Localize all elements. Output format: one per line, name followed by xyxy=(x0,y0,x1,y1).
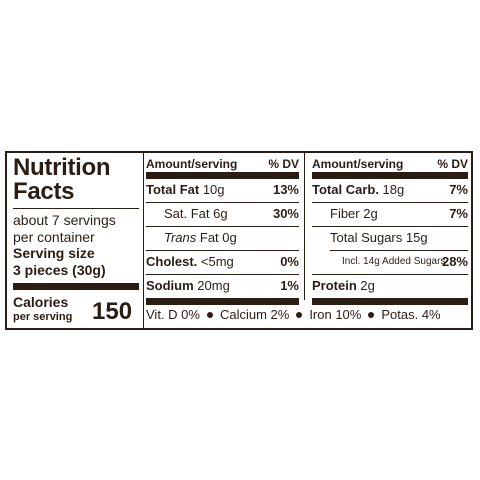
nutrient-row: Trans Fat 0g xyxy=(164,230,237,245)
thick-divider xyxy=(146,172,299,179)
nutrient-row: Protein 2g xyxy=(312,278,375,293)
divider xyxy=(146,274,299,275)
header-amount: Amount/serving xyxy=(146,157,238,171)
divider xyxy=(13,208,139,209)
nutrient-row: Sodium 20mg 1% xyxy=(146,278,299,293)
divider xyxy=(312,202,468,203)
bullet-icon xyxy=(296,311,303,318)
nutrient-row: Total Carb. 18g 7% xyxy=(312,182,468,197)
divider xyxy=(312,274,468,275)
divider xyxy=(330,250,468,251)
thick-divider xyxy=(146,298,299,305)
potassium: Potas. 4% xyxy=(381,307,441,322)
thick-divider xyxy=(312,172,468,179)
nutrient-row: Total Sugars 15g xyxy=(330,230,428,245)
servings-line-1: about 7 servings xyxy=(13,212,116,228)
header-dv: % DV xyxy=(437,157,468,171)
iron: Iron 10% xyxy=(309,307,362,322)
nutrient-row: Incl. 14g Added Sugars 28% xyxy=(342,254,468,269)
divider xyxy=(312,226,468,227)
thick-divider xyxy=(312,298,468,305)
calcium: Calcium 2% xyxy=(219,307,290,322)
bullet-icon xyxy=(206,311,213,318)
bullet-icon xyxy=(368,311,375,318)
nutrient-row: Total Fat 10g 13% xyxy=(146,182,299,197)
column-divider xyxy=(143,153,144,328)
calories-label: Calories xyxy=(13,294,69,310)
divider xyxy=(146,250,299,251)
divider xyxy=(146,226,299,227)
nutrient-row: Fiber 2g 7% xyxy=(330,206,468,221)
nutrition-facts-label: Nutrition Facts about 7 servings per con… xyxy=(5,151,473,330)
calories-value: 150 xyxy=(92,298,133,325)
servings-line-2: per container xyxy=(13,229,95,245)
vitamin-footer: Vit. D 0% Calcium 2% Iron 10% Potas. 4% xyxy=(146,307,441,323)
label-title-panel: Nutrition Facts about 7 servings per con… xyxy=(7,153,140,328)
divider xyxy=(146,202,299,203)
vitamin-d: Vit. D 0% xyxy=(146,307,200,322)
header-dv: % DV xyxy=(268,157,299,171)
serving-size-label: Serving size xyxy=(13,245,95,261)
nutrient-row: Cholest. <5mg 0% xyxy=(146,254,299,269)
column-divider xyxy=(304,153,305,300)
title-line-2: Facts xyxy=(13,178,75,205)
nutrient-row: Sat. Fat 6g 30% xyxy=(164,206,299,221)
title-line-1: Nutrition xyxy=(13,154,111,181)
calories-sub: per serving xyxy=(13,311,73,323)
header-amount: Amount/serving xyxy=(312,157,404,171)
thick-divider xyxy=(13,283,139,290)
serving-size-value: 3 pieces (30g) xyxy=(13,262,106,278)
